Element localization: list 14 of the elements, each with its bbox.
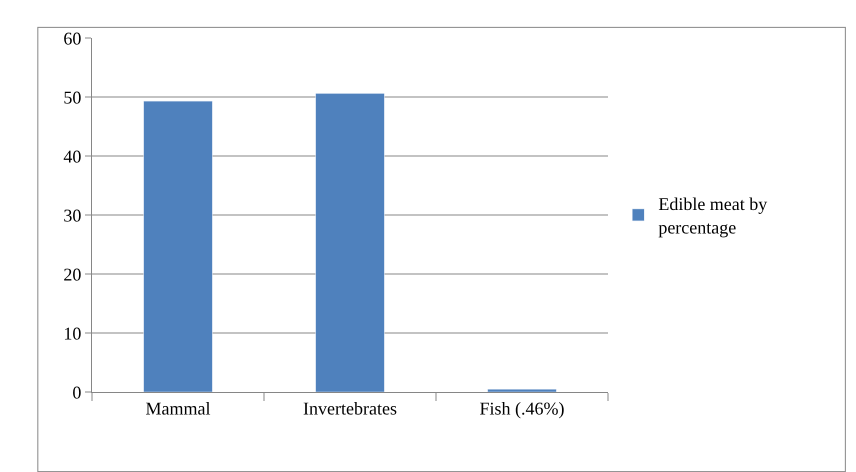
y-tick-label: 40 — [63, 146, 82, 166]
x-tick-label: Fish (.46%) — [480, 398, 565, 419]
bar — [487, 389, 557, 392]
y-tick-label: 30 — [63, 205, 82, 226]
y-tick-label: 10 — [63, 323, 82, 344]
x-tick-label: Invertebrates — [303, 398, 397, 419]
y-tick-label: 60 — [63, 28, 82, 48]
y-tick-label: 50 — [63, 87, 82, 108]
bar — [315, 93, 385, 392]
legend-label: Edible meat by percentage — [658, 194, 768, 238]
y-tick-label: 0 — [72, 382, 82, 402]
bar — [143, 100, 213, 392]
x-tick-label: Mammal — [146, 398, 210, 419]
y-tick-label: 20 — [63, 264, 82, 284]
